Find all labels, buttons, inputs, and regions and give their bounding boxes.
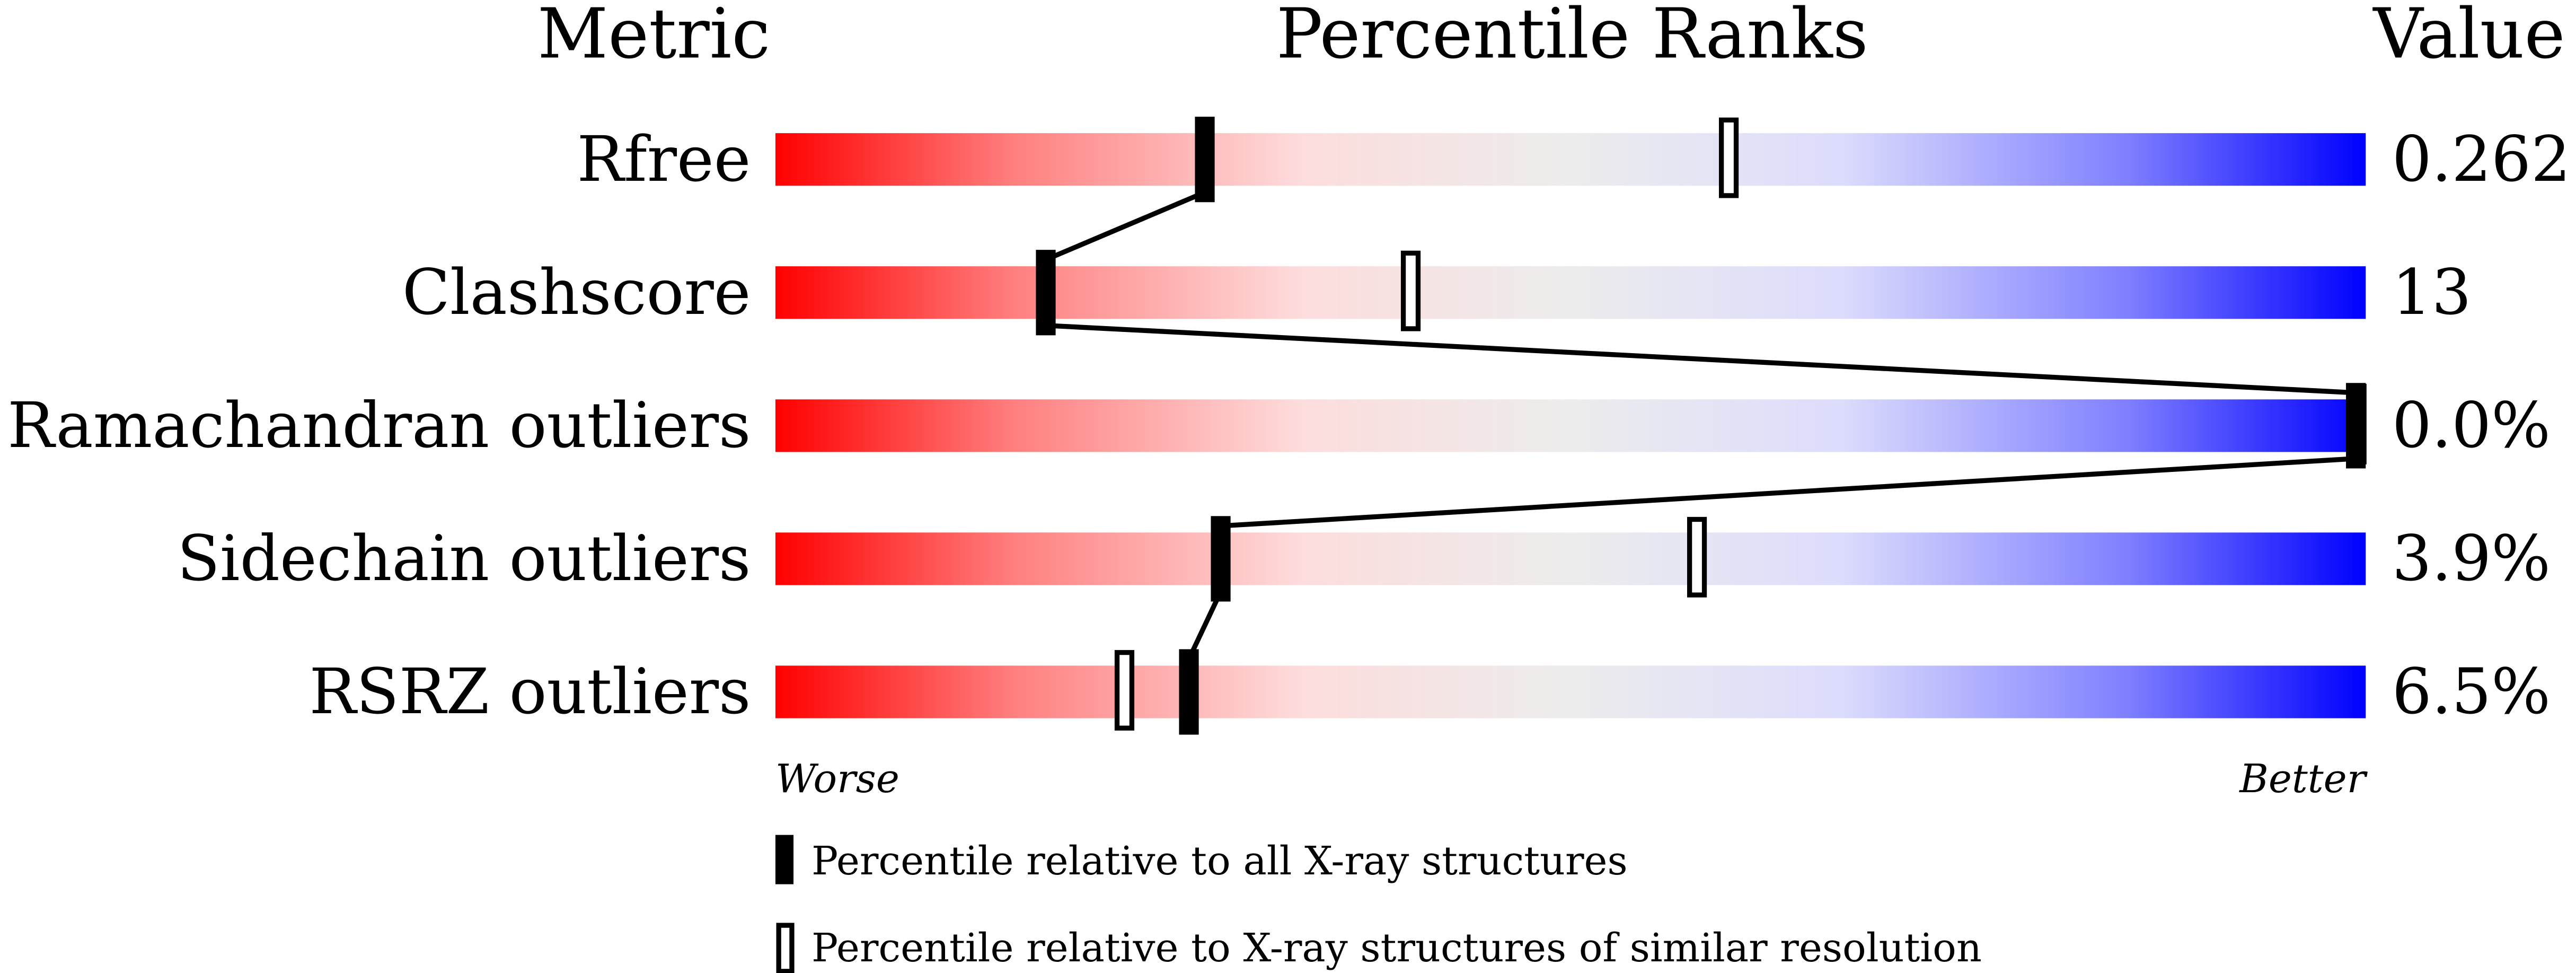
all-structures-marker	[1179, 649, 1199, 735]
value-label: 13	[2392, 256, 2472, 329]
legend-all-label: Percentile relative to all X-ray structu…	[811, 838, 1628, 884]
legend-similar-label: Percentile relative to X-ray structures …	[811, 925, 1982, 971]
metric-label: Sidechain outliers	[177, 522, 751, 595]
similar-resolution-marker	[1114, 650, 1135, 731]
all-structures-marker	[2346, 383, 2366, 469]
percentile-link-line	[1045, 190, 1206, 262]
header-percentile-ranks: Percentile Ranks	[1276, 0, 1868, 74]
value-label: 0.262	[2392, 123, 2571, 196]
value-label: 0.0%	[2392, 389, 2551, 462]
header-value: Value	[2372, 0, 2565, 74]
value-label: 3.9%	[2392, 522, 2551, 595]
metric-label: Rfree	[577, 123, 751, 196]
similar-resolution-marker	[1400, 250, 1421, 331]
all-structures-marker	[1195, 117, 1215, 203]
legend-filled-marker	[775, 835, 794, 884]
percentile-link-line	[1220, 456, 2356, 529]
legend-open-marker	[776, 923, 795, 973]
similar-resolution-marker	[1687, 516, 1707, 598]
axis-better-label: Better	[2238, 756, 2368, 802]
axis-worse-label: Worse	[775, 756, 899, 802]
percentile-bar	[775, 133, 2366, 186]
all-structures-marker	[1036, 250, 1056, 336]
percentile-bar	[775, 266, 2366, 319]
metric-label: Clashscore	[402, 256, 751, 329]
value-label: 6.5%	[2392, 655, 2551, 728]
metric-label: RSRZ outliers	[309, 655, 751, 728]
similar-resolution-marker	[1718, 117, 1739, 198]
percentile-link-line	[1045, 323, 2356, 396]
percentile-bar	[775, 665, 2366, 718]
all-structures-marker	[1211, 516, 1231, 602]
metric-label: Ramachandran outliers	[7, 389, 751, 462]
percentile-bar	[775, 532, 2366, 585]
percentile-link-line	[1186, 590, 1223, 660]
percentile-bar	[775, 399, 2366, 452]
header-metric: Metric	[537, 0, 770, 74]
